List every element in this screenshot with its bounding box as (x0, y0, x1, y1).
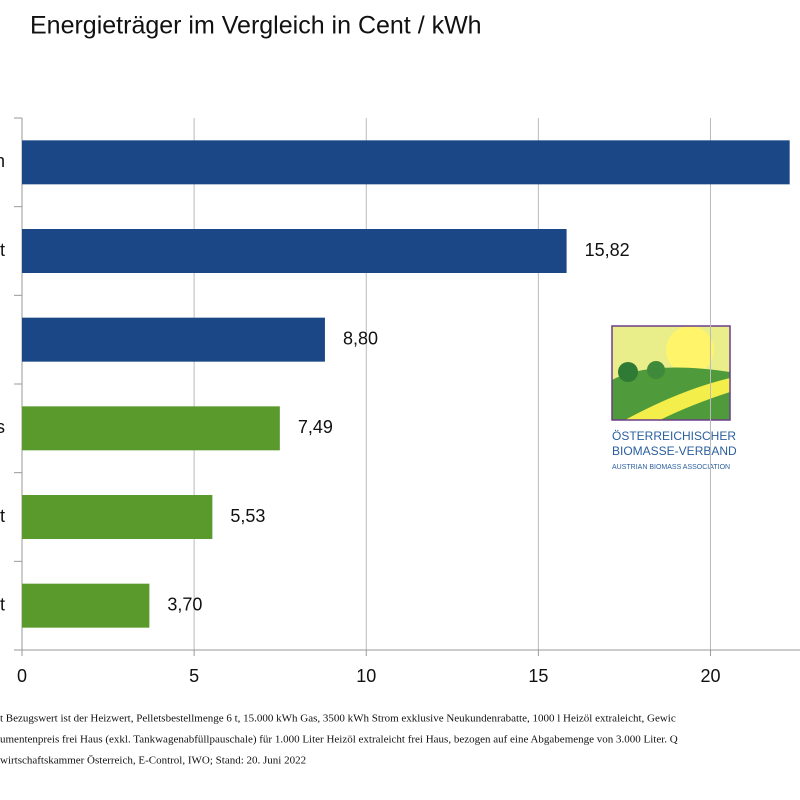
value-label: 7,49 (298, 417, 333, 437)
y-tick-label: s (0, 417, 5, 437)
value-label: 5,53 (230, 506, 265, 526)
logo: Österreichischer Biomasse-Verband Austri… (611, 325, 737, 471)
x-tick-label: 20 (700, 666, 720, 686)
logo-sun (666, 326, 714, 374)
footnote: umentenpreis frei Haus (exkl. Tankwagena… (0, 734, 678, 746)
bar (22, 229, 567, 273)
x-tick-label: 0 (17, 666, 27, 686)
bar (22, 317, 325, 362)
y-tick-label: t (0, 506, 5, 526)
logo-tree (647, 361, 665, 379)
logo-text: Biomasse-Verband (612, 444, 737, 458)
value-label: 15,82 (585, 240, 630, 260)
y-tick-label: n (0, 151, 5, 171)
bar (22, 406, 280, 451)
chart-title: Energieträger im Vergleich in Cent / kWh (30, 12, 482, 40)
value-label: 3,70 (167, 594, 202, 614)
footnote: wirtschaftskammer Österreich, E-Control,… (0, 755, 306, 767)
x-tick-label: 10 (356, 666, 376, 686)
footnote: t Bezugswert ist der Heizwert, Pelletsbe… (0, 713, 676, 725)
bar (22, 495, 213, 539)
value-label: 8,80 (343, 328, 378, 348)
bar (22, 583, 150, 628)
logo-hill (612, 367, 730, 420)
x-tick-label: 5 (189, 666, 199, 686)
logo-text: Austrian Biomass Association (612, 464, 730, 471)
logo-text: Österreichischer (612, 429, 736, 443)
logo-path (625, 378, 730, 420)
bar (22, 140, 790, 185)
x-tick-label: 15 (528, 666, 548, 686)
y-tick-label: t (0, 594, 5, 614)
logo-frame (611, 325, 731, 421)
logo-tree (618, 362, 638, 382)
y-tick-label: t (0, 240, 5, 260)
